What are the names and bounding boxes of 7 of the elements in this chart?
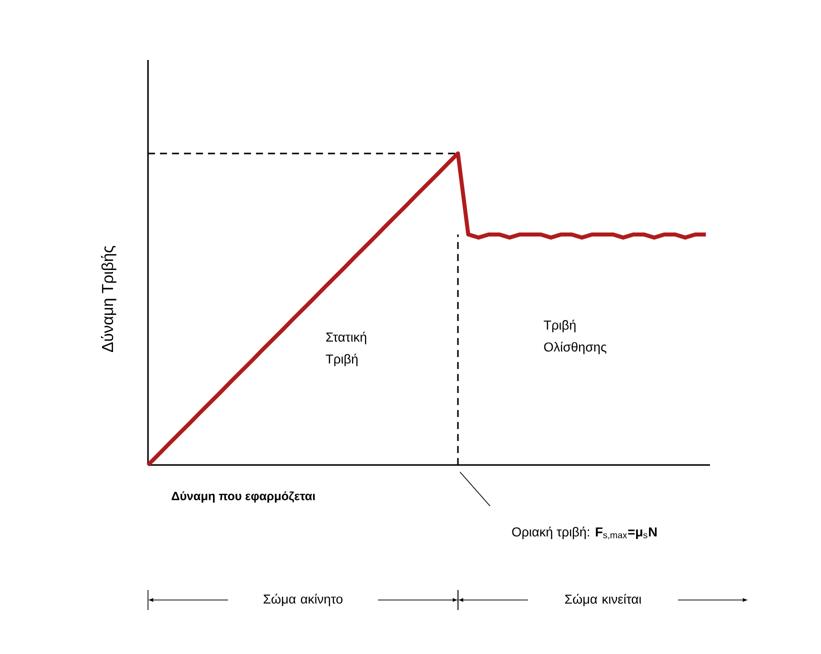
text: Οριακή τριβή: F$_{s,max}$=μ$_{s}$N xyxy=(512,526,657,540)
y-axis-title: Δύναμη Τριβής xyxy=(101,246,116,352)
text: Σώμα ακίνητο xyxy=(264,594,342,606)
text: Σώμα κινείται xyxy=(565,594,642,606)
annotation: Στατική Τριβή xyxy=(326,332,366,366)
x-axis-title: Δύναμη που εφαρμόζεται xyxy=(172,491,316,503)
annotation: Τριβή Ολίσθησης xyxy=(544,320,606,354)
